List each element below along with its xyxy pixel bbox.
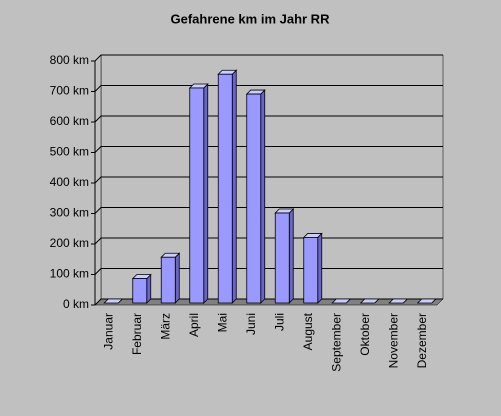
bar (274, 212, 290, 304)
x-tick-label: Juni (244, 313, 258, 335)
y-tick-label: 0 km (63, 297, 89, 311)
bar-top (103, 298, 124, 304)
y-tick-label: 200 km (50, 236, 89, 250)
y-tick-label: 100 km (50, 267, 89, 281)
y-tick-label: 300 km (50, 206, 89, 220)
chart-title: Gefahrene km im Jahr RR (171, 11, 331, 26)
grid-line (94, 146, 443, 153)
bar-top (388, 298, 409, 304)
grid-line (94, 237, 443, 245)
bar-side (146, 273, 152, 304)
y-tick-label: 800 km (50, 53, 89, 67)
grid-line (94, 115, 443, 123)
grid-line (94, 207, 443, 214)
grid-line (94, 176, 443, 184)
grid-line (94, 85, 443, 92)
bar-side (203, 83, 209, 304)
y-tick-label: 700 km (50, 84, 89, 98)
x-tick-label: Mai (215, 313, 229, 332)
bar-top (359, 298, 380, 304)
bar-side (260, 89, 266, 304)
x-tick-label: April (187, 313, 201, 337)
bar-top (416, 298, 437, 304)
x-tick-label: November (386, 313, 400, 368)
bar-top (331, 298, 352, 304)
y-tick-label: 600 km (50, 114, 89, 128)
x-tick-label: August (301, 312, 315, 350)
x-tick-label: Februar (130, 313, 144, 355)
x-tick-label: September (329, 313, 343, 372)
grid-line (94, 54, 443, 62)
x-tick-label: März (158, 313, 172, 340)
y-tick-label: 500 km (50, 145, 89, 159)
bar-side (174, 252, 180, 304)
bar (246, 93, 262, 304)
x-tick-label: Dezember (415, 313, 429, 368)
y-tick-label: 400 km (50, 175, 89, 189)
x-tick-label: Juli (272, 313, 286, 331)
bar (160, 256, 176, 304)
bar (189, 87, 205, 304)
bar-side (317, 232, 323, 304)
bar-side (231, 69, 237, 304)
x-tick-label: Januar (101, 313, 115, 350)
bar (132, 278, 148, 304)
grid-line (94, 268, 443, 275)
bar (217, 73, 233, 304)
bar (303, 237, 319, 304)
grid-line (94, 298, 443, 306)
x-tick-label: Oktober (358, 313, 372, 356)
bar-side (288, 208, 294, 304)
